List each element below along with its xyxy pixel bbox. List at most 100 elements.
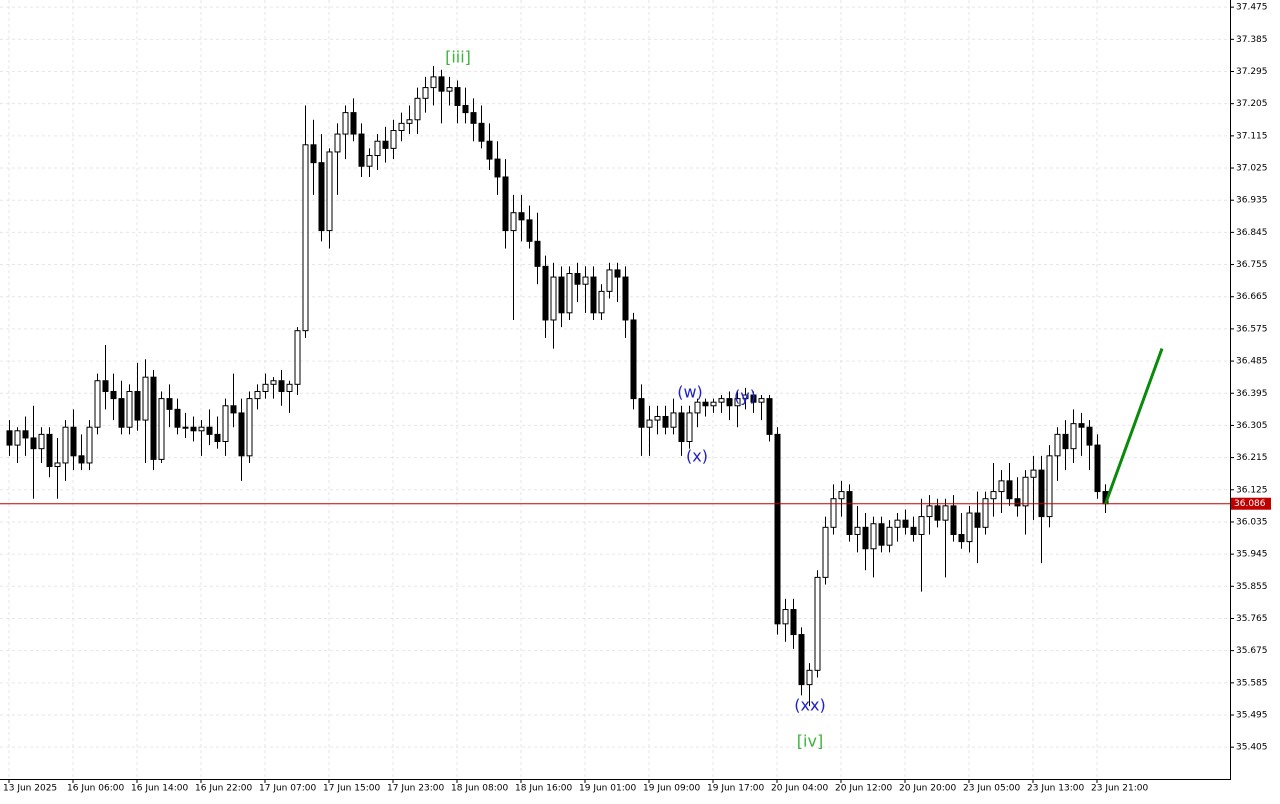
x-tick-label: 20 Jun 20:00 xyxy=(899,784,956,794)
candle-body xyxy=(766,398,773,435)
y-tick-label: 36.485 xyxy=(1236,357,1268,367)
y-tick-label: 36.035 xyxy=(1236,517,1268,527)
candle-body xyxy=(286,383,293,392)
candle-body xyxy=(6,430,13,446)
y-tick-label: 36.935 xyxy=(1236,196,1268,206)
candle-body xyxy=(1038,469,1045,518)
candle-body xyxy=(94,380,101,428)
candle-body xyxy=(390,129,397,149)
candle-body xyxy=(670,412,677,428)
candle-body xyxy=(806,669,813,686)
candle-body xyxy=(742,394,749,400)
y-tick-label: 35.495 xyxy=(1236,711,1268,721)
x-tick-label: 19 Jun 17:00 xyxy=(707,784,764,794)
candle-body xyxy=(798,634,805,686)
candle-body xyxy=(502,176,509,232)
candle-body xyxy=(190,426,197,432)
candle-body xyxy=(334,133,341,153)
candle-body xyxy=(214,433,221,443)
candle-body xyxy=(1014,498,1021,507)
candle-body xyxy=(582,276,589,285)
candle-body xyxy=(1062,433,1069,450)
y-tick-label: 35.405 xyxy=(1236,743,1268,753)
y-tick-label: 35.585 xyxy=(1236,678,1268,688)
x-tick-label: 17 Jun 07:00 xyxy=(259,784,316,794)
x-tick-label: 16 Jun 14:00 xyxy=(131,784,188,794)
candle-body xyxy=(326,151,333,232)
candle-body xyxy=(78,455,85,464)
candle-body xyxy=(438,76,445,92)
x-tick-label: 18 Jun 08:00 xyxy=(451,784,508,794)
candle-body xyxy=(302,144,309,332)
candle-body xyxy=(62,426,69,464)
candle-body xyxy=(54,462,61,468)
candle-body xyxy=(1030,469,1037,478)
x-tick-label: 20 Jun 04:00 xyxy=(771,784,828,794)
candle-body xyxy=(942,505,949,521)
candle-body xyxy=(878,523,885,546)
candle-body xyxy=(406,119,413,124)
candle-body xyxy=(510,212,517,232)
y-tick-label: 36.125 xyxy=(1236,485,1268,495)
candle-body xyxy=(1022,476,1029,507)
y-tick-label: 36.845 xyxy=(1236,228,1268,238)
candle-body xyxy=(342,112,349,135)
candle-body xyxy=(1054,433,1061,457)
candle-body xyxy=(462,104,469,114)
candle-body xyxy=(638,398,645,428)
candle-body xyxy=(678,412,685,443)
candle-body xyxy=(726,398,733,407)
candle-body xyxy=(734,398,741,407)
candle-body xyxy=(1046,455,1053,518)
candle-body xyxy=(830,498,837,528)
wave-label: [iv] xyxy=(797,732,823,751)
candle-body xyxy=(414,97,421,121)
candle-body xyxy=(886,526,893,546)
candle-body xyxy=(270,380,277,385)
x-tick-label: 13 Jun 2025 xyxy=(3,784,57,794)
candle-body xyxy=(918,516,925,535)
candle-body xyxy=(854,526,861,535)
y-tick-label: 37.475 xyxy=(1236,3,1268,13)
candle-body xyxy=(454,87,461,106)
wave-label: (x) xyxy=(686,447,708,466)
candle-body xyxy=(1070,423,1077,450)
x-tick-label: 23 Jun 13:00 xyxy=(1027,784,1084,794)
x-tick-label: 19 Jun 01:00 xyxy=(579,784,636,794)
candle-body xyxy=(86,426,93,464)
y-tick-label: 36.575 xyxy=(1236,324,1268,334)
candle-body xyxy=(958,533,965,543)
candle-body xyxy=(382,140,389,149)
projection-line xyxy=(1104,348,1164,505)
candle-body xyxy=(926,505,933,518)
candle-body xyxy=(862,526,869,550)
candle-body xyxy=(1078,423,1085,428)
candle-body xyxy=(134,390,141,421)
current-price-box xyxy=(1231,497,1271,510)
y-tick-label: 35.675 xyxy=(1236,646,1268,656)
candle-body xyxy=(294,330,301,385)
candle-body xyxy=(446,87,453,92)
candle-body xyxy=(934,505,941,521)
candle-body xyxy=(982,498,989,528)
candle-body xyxy=(910,526,917,535)
candle-body xyxy=(662,415,669,428)
candle-body xyxy=(814,576,821,671)
wave-label: [iii] xyxy=(445,48,471,67)
y-tick-label: 35.945 xyxy=(1236,550,1268,560)
x-tick-label: 19 Jun 09:00 xyxy=(643,784,700,794)
candle-body xyxy=(366,155,373,167)
candle-body xyxy=(710,401,717,407)
y-tick-label: 37.115 xyxy=(1236,131,1268,141)
candle-body xyxy=(558,276,565,314)
wave-label: (w) xyxy=(677,383,703,402)
candle-body xyxy=(14,430,21,446)
candle-body xyxy=(230,405,237,414)
candle-body xyxy=(646,419,653,428)
candle-body xyxy=(310,144,317,164)
candle-body xyxy=(102,380,109,392)
candle-body xyxy=(38,433,45,450)
candle-body xyxy=(782,609,789,625)
candle-body xyxy=(822,526,829,578)
